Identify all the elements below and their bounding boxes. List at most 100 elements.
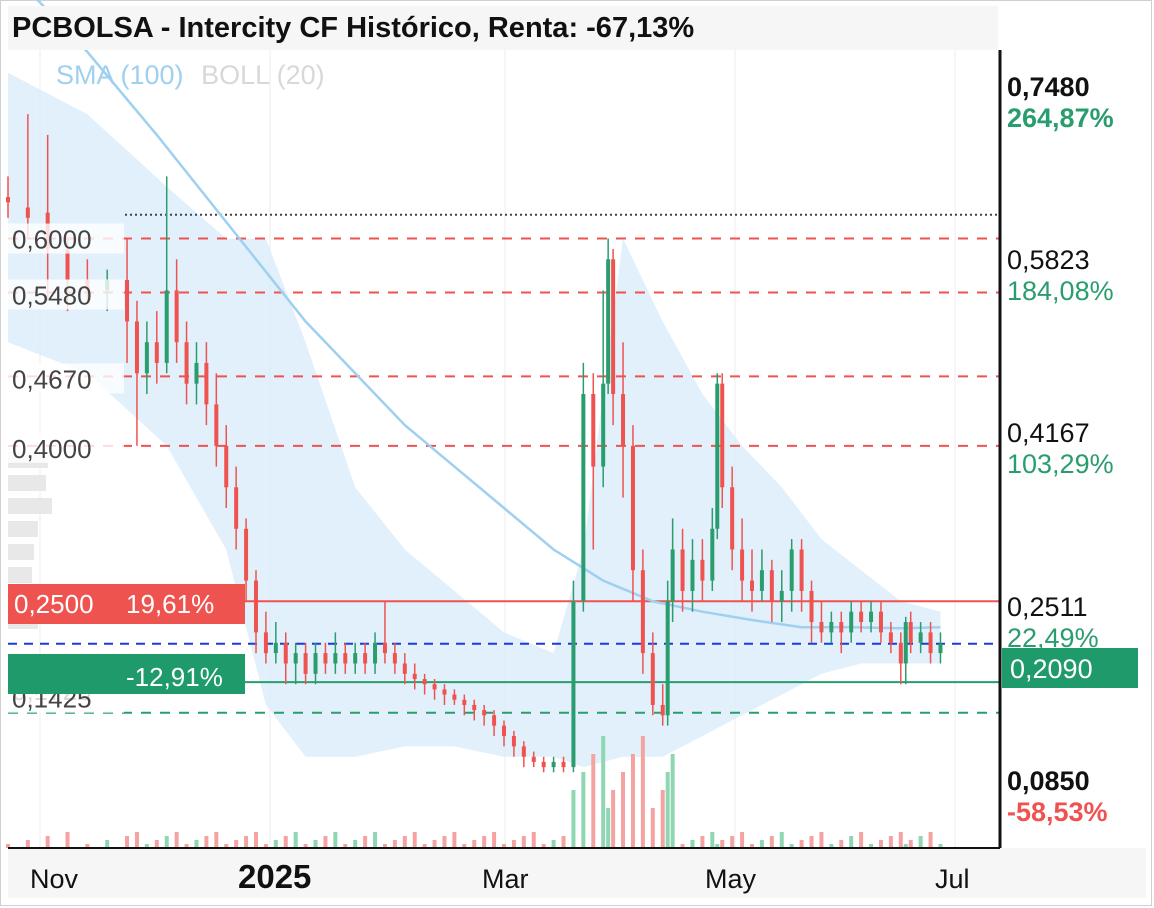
candle[interactable] <box>829 622 834 633</box>
candle[interactable] <box>571 601 576 768</box>
candle[interactable] <box>710 528 715 581</box>
support-tag[interactable] <box>8 654 245 694</box>
candle[interactable] <box>715 383 720 529</box>
candle[interactable] <box>273 642 278 654</box>
legend-sma[interactable]: SMA (100) <box>56 60 184 90</box>
volume-bar <box>224 844 229 848</box>
candle[interactable] <box>849 611 854 633</box>
candle[interactable] <box>908 622 913 643</box>
candle[interactable] <box>333 653 338 664</box>
candle[interactable] <box>353 653 358 664</box>
candle[interactable] <box>859 611 864 623</box>
candle[interactable] <box>442 689 447 695</box>
candle[interactable] <box>769 570 774 602</box>
candle[interactable] <box>581 394 586 602</box>
candle[interactable] <box>561 761 566 768</box>
candle[interactable] <box>204 362 209 405</box>
candle[interactable] <box>283 642 288 664</box>
candle[interactable] <box>779 590 784 602</box>
candle[interactable] <box>819 622 824 633</box>
candle[interactable] <box>640 570 645 654</box>
candle[interactable] <box>690 559 695 591</box>
candle[interactable] <box>432 684 437 690</box>
candle[interactable] <box>392 653 397 664</box>
candle[interactable] <box>606 259 611 384</box>
candle[interactable] <box>700 559 705 581</box>
candle[interactable] <box>154 342 159 363</box>
candle[interactable] <box>869 611 874 623</box>
candle[interactable] <box>551 761 556 768</box>
candle[interactable] <box>244 528 249 581</box>
candle[interactable] <box>125 280 130 322</box>
candle[interactable] <box>65 248 70 281</box>
candle[interactable] <box>462 699 467 705</box>
candle[interactable] <box>630 445 635 571</box>
candle[interactable] <box>303 653 308 674</box>
candle[interactable] <box>809 590 814 623</box>
candle[interactable] <box>878 611 883 633</box>
candle[interactable] <box>839 622 844 633</box>
candle[interactable] <box>938 643 943 654</box>
candle[interactable] <box>254 580 258 633</box>
candle[interactable] <box>343 653 348 664</box>
candle[interactable] <box>903 622 908 664</box>
candle[interactable] <box>224 445 229 488</box>
candle[interactable] <box>888 632 893 643</box>
candle[interactable] <box>313 653 318 674</box>
candle[interactable] <box>184 342 189 384</box>
candle[interactable] <box>759 570 764 591</box>
resistance-tag[interactable] <box>8 584 245 624</box>
candle[interactable] <box>482 710 487 716</box>
current-price-tag[interactable] <box>1002 648 1138 688</box>
candle[interactable] <box>541 761 546 768</box>
candle[interactable] <box>472 704 477 711</box>
candle[interactable] <box>591 394 596 467</box>
candle[interactable] <box>511 736 516 747</box>
candle[interactable] <box>174 290 179 343</box>
candle[interactable] <box>363 653 368 664</box>
candle[interactable] <box>730 487 735 550</box>
candle[interactable] <box>412 673 417 680</box>
candle[interactable] <box>521 746 526 757</box>
candle[interactable] <box>144 342 149 374</box>
candle[interactable] <box>382 642 387 654</box>
candle[interactable] <box>134 321 139 374</box>
volume-bar <box>779 832 784 848</box>
candle[interactable] <box>665 601 670 716</box>
candle[interactable] <box>492 715 497 726</box>
candle[interactable] <box>214 404 219 446</box>
candle[interactable] <box>660 704 665 716</box>
volume-bar <box>809 836 814 848</box>
volume-bar <box>343 844 348 848</box>
candle[interactable] <box>422 679 427 685</box>
candle[interactable] <box>531 756 536 762</box>
candle[interactable] <box>452 694 457 700</box>
candle[interactable] <box>670 549 675 602</box>
candle[interactable] <box>918 632 923 643</box>
candle[interactable] <box>789 549 794 591</box>
candle[interactable] <box>502 725 506 737</box>
candle[interactable] <box>601 383 606 467</box>
legend-boll[interactable]: BOLL (20) <box>201 60 325 90</box>
candle[interactable] <box>6 197 10 203</box>
candle[interactable] <box>25 207 30 218</box>
candle[interactable] <box>164 290 169 363</box>
candle[interactable] <box>263 632 268 654</box>
candle[interactable] <box>194 362 199 384</box>
candle[interactable] <box>750 580 754 591</box>
candle[interactable] <box>799 549 804 591</box>
candle[interactable] <box>234 487 239 529</box>
candle[interactable] <box>611 259 616 395</box>
candle[interactable] <box>740 549 745 581</box>
candle[interactable] <box>373 642 378 664</box>
candle[interactable] <box>402 663 407 674</box>
candle[interactable] <box>621 394 626 446</box>
candle[interactable] <box>898 642 903 664</box>
candle[interactable] <box>650 653 655 705</box>
candle[interactable] <box>928 632 933 654</box>
candle[interactable] <box>323 653 328 664</box>
candle[interactable] <box>293 653 298 664</box>
candle[interactable] <box>720 383 725 488</box>
candle[interactable] <box>680 549 685 591</box>
